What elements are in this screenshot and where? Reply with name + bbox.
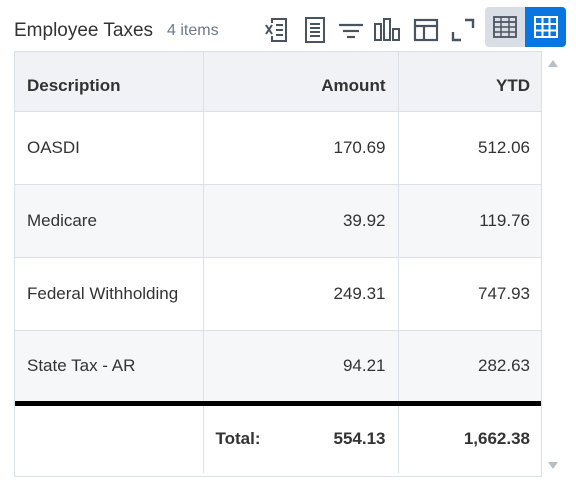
chart-icon bbox=[374, 18, 400, 41]
cell-amount: 39.92 bbox=[203, 184, 399, 258]
grid-view-icon bbox=[533, 16, 558, 38]
filter-button[interactable] bbox=[336, 14, 366, 46]
export-pdf-button[interactable] bbox=[300, 14, 330, 46]
column-layout-icon bbox=[413, 18, 439, 42]
table-view-button[interactable] bbox=[485, 7, 525, 47]
cell-ytd: 282.63 bbox=[398, 330, 541, 404]
export-excel-icon bbox=[264, 18, 287, 42]
table-row: Federal Withholding 249.31 747.93 bbox=[15, 257, 541, 331]
fullscreen-icon bbox=[451, 18, 475, 42]
taxes-grid: Description Amount YTD OASDI 170.69 512.… bbox=[14, 51, 542, 477]
item-count: 4 items bbox=[167, 22, 219, 39]
cell-amount: 170.69 bbox=[203, 111, 399, 185]
cell-ytd: 747.93 bbox=[398, 257, 541, 331]
total-amount-cell: Total: 554.13 bbox=[203, 400, 399, 473]
filter-icon bbox=[339, 23, 363, 39]
cell-description: Medicare bbox=[15, 184, 204, 258]
fullscreen-button[interactable] bbox=[448, 14, 478, 46]
total-label: Total: bbox=[215, 429, 261, 449]
cell-description: OASDI bbox=[15, 111, 204, 185]
column-layout-button[interactable] bbox=[411, 14, 441, 46]
view-toggle bbox=[485, 7, 566, 47]
total-row: Total: 554.13 1,662.38 bbox=[15, 400, 541, 473]
export-pdf-icon bbox=[305, 17, 325, 43]
cell-ytd: 119.76 bbox=[398, 184, 541, 258]
chart-button[interactable] bbox=[373, 14, 403, 46]
cell-ytd: 512.06 bbox=[398, 111, 541, 185]
table-row: State Tax - AR 94.21 282.63 bbox=[15, 330, 541, 404]
grid-view-button[interactable] bbox=[525, 7, 566, 47]
table-view-icon bbox=[493, 16, 517, 38]
panel-title: Employee Taxes bbox=[14, 20, 154, 41]
export-excel-button[interactable] bbox=[262, 14, 292, 46]
total-ytd: 1,662.38 bbox=[398, 400, 541, 473]
cell-description: Federal Withholding bbox=[15, 257, 204, 331]
vertical-scrollbar[interactable] bbox=[545, 52, 561, 475]
header-row: Description Amount YTD bbox=[15, 52, 541, 112]
scroll-down-arrow-icon[interactable] bbox=[548, 462, 558, 469]
cell-amount: 94.21 bbox=[203, 330, 399, 404]
taxes-table: Description Amount YTD OASDI 170.69 512.… bbox=[15, 52, 541, 473]
total-spacer-cell bbox=[15, 400, 204, 473]
panel-header: Employee Taxes 4 items bbox=[0, 0, 576, 50]
scroll-up-arrow-icon[interactable] bbox=[548, 60, 558, 67]
cell-description: State Tax - AR bbox=[15, 330, 204, 404]
total-amount: 554.13 bbox=[333, 429, 386, 449]
table-row: Medicare 39.92 119.76 bbox=[15, 184, 541, 258]
cell-amount: 249.31 bbox=[203, 257, 399, 331]
table-row: OASDI 170.69 512.06 bbox=[15, 111, 541, 185]
column-header-description[interactable]: Description bbox=[15, 52, 204, 112]
column-header-amount[interactable]: Amount bbox=[203, 52, 399, 112]
column-header-ytd[interactable]: YTD bbox=[398, 52, 541, 112]
